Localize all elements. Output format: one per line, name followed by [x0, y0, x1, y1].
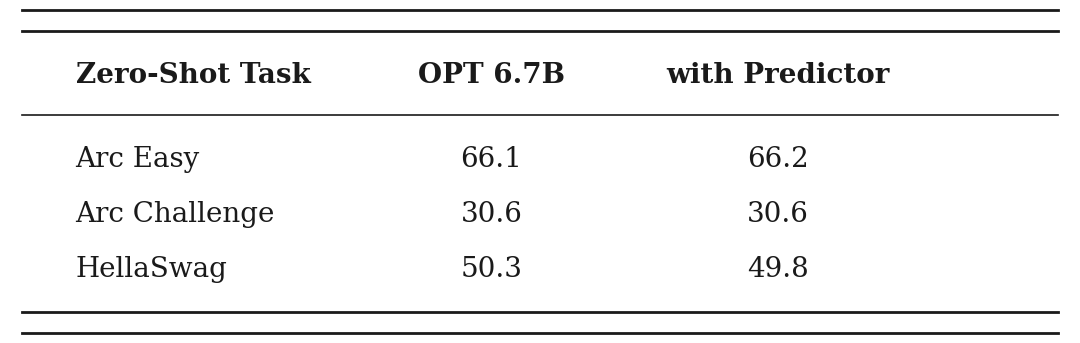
Text: 66.1: 66.1	[460, 146, 523, 173]
Text: 50.3: 50.3	[460, 256, 523, 283]
Text: Arc Challenge: Arc Challenge	[76, 201, 275, 228]
Text: 30.6: 30.6	[746, 201, 809, 228]
Text: with Predictor: with Predictor	[666, 62, 889, 89]
Text: Zero-Shot Task: Zero-Shot Task	[76, 62, 310, 89]
Text: OPT 6.7B: OPT 6.7B	[418, 62, 565, 89]
Text: 49.8: 49.8	[746, 256, 809, 283]
Text: 30.6: 30.6	[460, 201, 523, 228]
Text: 66.2: 66.2	[746, 146, 809, 173]
Text: HellaSwag: HellaSwag	[76, 256, 228, 283]
Text: Arc Easy: Arc Easy	[76, 146, 200, 173]
